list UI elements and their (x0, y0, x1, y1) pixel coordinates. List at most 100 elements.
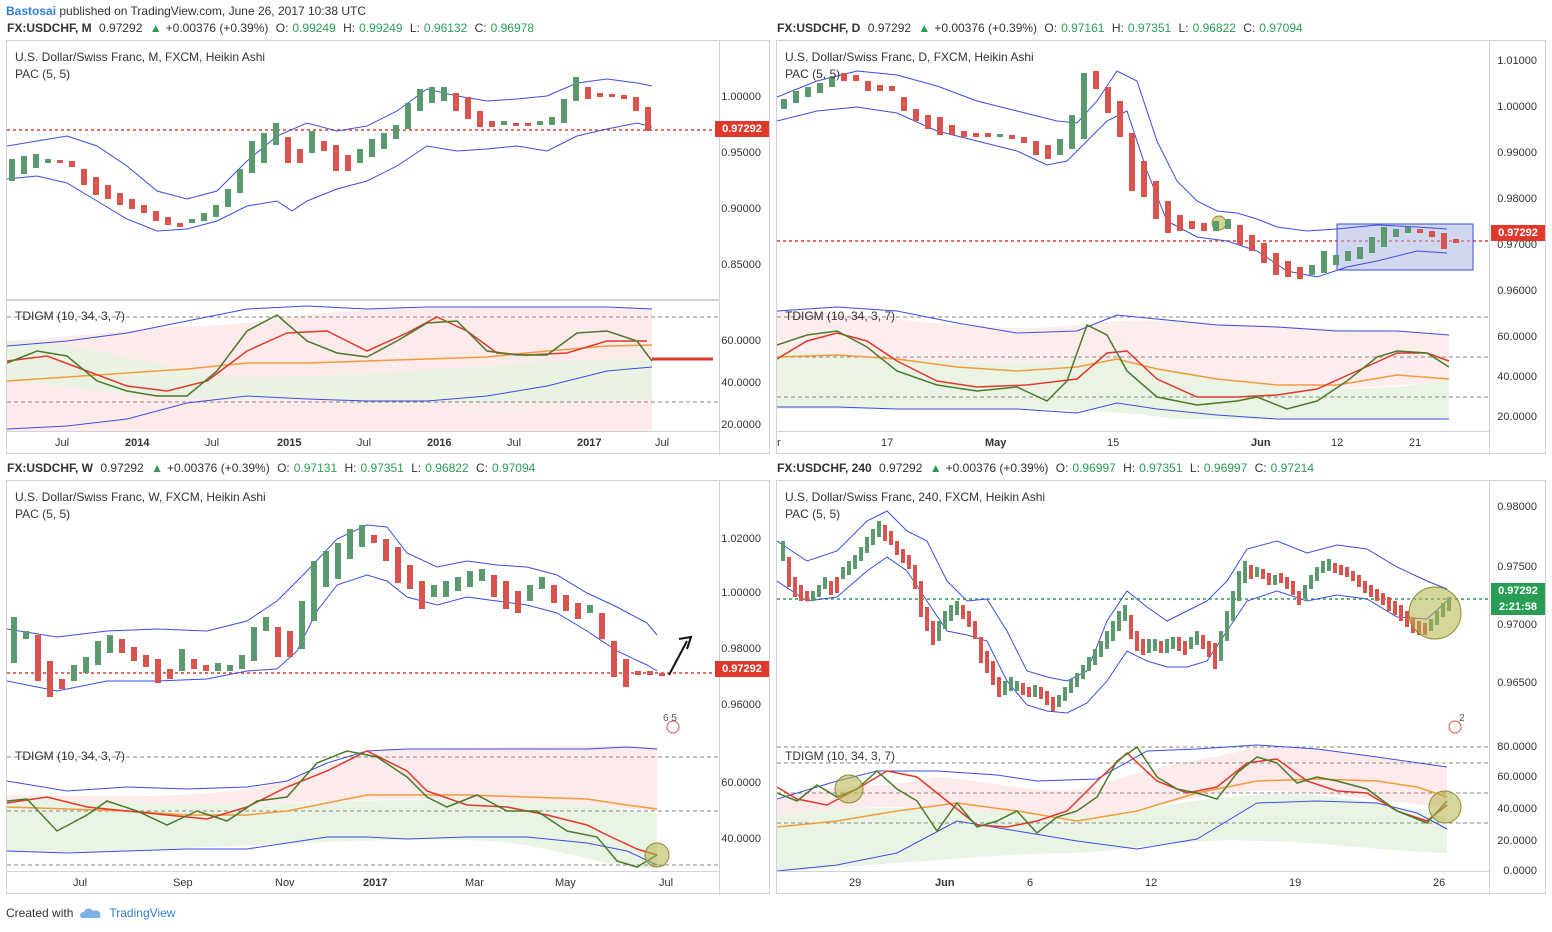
last-price-tag: 0.97292 (715, 121, 769, 137)
change-value: +0.00376 (+0.39%) (934, 21, 1038, 35)
chart-panel-240[interactable]: FX:USDCHF, 240 0.97292 ▲ +0.00376 (+0.39%… (776, 461, 1546, 895)
economic-events-count[interactable]: 2 (1459, 713, 1465, 724)
x-axis-label: Mar (465, 877, 484, 889)
price-axis[interactable]: 1.00000 0.95000 0.90000 0.85000 60.0000 … (721, 91, 761, 431)
created-with-label: Created with (6, 906, 74, 920)
last-price-tag: 0.97292 (715, 661, 769, 677)
low-value: 0.96822 (425, 461, 469, 475)
x-axis-label: Jul (205, 437, 220, 449)
x-axis-label: 2015 (277, 437, 302, 449)
x-axis-label: 17 (881, 437, 894, 449)
symbol-header: FX:USDCHF, M 0.97292 ▲ +0.00376 (+0.39%) … (7, 21, 535, 35)
author-link[interactable]: Bastosai (6, 4, 57, 18)
x-axis-label: Jul (357, 437, 372, 449)
chart-panel-daily[interactable]: FX:USDCHF, D 0.97292 ▲ +0.00376 (+0.39%) … (776, 21, 1546, 455)
x-axis-label: Jul (659, 877, 674, 889)
instrument-title: U.S. Dollar/Swiss Franc, D, FXCM, Heikin… (785, 50, 1034, 64)
last-price: 0.97292 (100, 461, 144, 475)
price-chart-svg[interactable] (7, 41, 719, 455)
x-axis-label: Jul (55, 437, 70, 449)
candles (9, 77, 651, 227)
x-axis-label: Jul (507, 437, 522, 449)
price-axis[interactable]: 0.98000 0.97500 0.97000 0.96500 80.0000 … (1497, 501, 1537, 877)
x-axis-label: 12 (1145, 877, 1158, 889)
price-pane-title: U.S. Dollar/Swiss Franc, W, FXCM, Heikin… (15, 489, 266, 523)
x-axis-label: 2017 (363, 877, 388, 889)
high-value: 0.97351 (1139, 461, 1183, 475)
x-axis-label: 15 (1107, 437, 1120, 449)
price-pane-title: U.S. Dollar/Swiss Franc, 240, FXCM, Heik… (785, 489, 1045, 523)
price-axis[interactable]: 1.02000 1.00000 0.98000 0.96000 60.0000 … (721, 533, 761, 845)
last-price-tag: 0.97292 (1491, 583, 1545, 599)
x-axis-label: Jun (935, 877, 955, 889)
x-axis-label: Jul (73, 877, 88, 889)
publish-header: Bastosai published on TradingView.com, J… (6, 4, 366, 20)
last-price: 0.97292 (867, 21, 912, 35)
x-axis-label: Sep (173, 877, 193, 889)
pac-label: PAC (5, 5) (785, 507, 841, 521)
change-value: +0.00376 (+0.39%) (165, 21, 269, 35)
close-value: 0.97094 (491, 461, 536, 475)
tdi-label: TDIGM (10, 34, 3, 7) (785, 309, 896, 323)
symbol-header: FX:USDCHF, D 0.97292 ▲ +0.00376 (+0.39%) … (777, 21, 1303, 35)
x-axis-label: 2014 (125, 437, 150, 449)
symbol-label: FX:USDCHF, M (7, 21, 92, 35)
last-price: 0.97292 (879, 461, 923, 475)
change-up-icon: ▲ (151, 461, 163, 475)
x-axis-label: 19 (1289, 877, 1302, 889)
high-value: 0.97351 (1127, 21, 1172, 35)
close-value: 0.97214 (1270, 461, 1315, 475)
open-value: 0.96997 (1072, 461, 1116, 475)
pac-label: PAC (5, 5) (15, 507, 71, 521)
economic-events-count[interactable]: 6 5 (663, 713, 677, 724)
footer: Created with TradingView (6, 906, 175, 920)
change-up-icon: ▲ (918, 21, 931, 35)
publish-info: published on TradingView.com, June 26, 2… (59, 4, 367, 18)
instrument-title: U.S. Dollar/Swiss Franc, 240, FXCM, Heik… (785, 490, 1046, 504)
price-chart-svg[interactable] (777, 41, 1489, 455)
tradingview-link[interactable]: TradingView (109, 906, 176, 920)
symbol-header: FX:USDCHF, 240 0.97292 ▲ +0.00376 (+0.39%… (777, 461, 1315, 475)
change-value: +0.00376 (+0.39%) (166, 461, 270, 475)
candles (781, 521, 1451, 711)
low-value: 0.96997 (1203, 461, 1248, 475)
last-price: 0.97292 (99, 21, 143, 35)
x-axis-label: 2017 (577, 437, 602, 449)
change-value: +0.00376 (+0.39%) (945, 461, 1049, 475)
change-up-icon: ▲ (929, 461, 942, 475)
symbol-label: FX:USDCHF, 240 (777, 461, 872, 475)
price-chart-svg[interactable] (7, 481, 719, 895)
open-value: 0.97131 (293, 461, 338, 475)
x-axis-label: Jul (655, 437, 670, 449)
last-price-tag: 0.97292 (1491, 225, 1545, 241)
instrument-title: U.S. Dollar/Swiss Franc, M, FXCM, Heikin… (15, 50, 266, 64)
chart-panel-weekly[interactable]: FX:USDCHF, W 0.97292 ▲ +0.00376 (+0.39%) … (6, 461, 770, 895)
chart-panel-monthly[interactable]: FX:USDCHF, M 0.97292 ▲ +0.00376 (+0.39%) … (6, 21, 770, 455)
x-axis-label: Nov (275, 877, 295, 889)
price-pane-title: U.S. Dollar/Swiss Franc, D, FXCM, Heikin… (785, 49, 1034, 83)
up-arrow (668, 640, 688, 676)
close-value: 0.97094 (1259, 21, 1303, 35)
pac-label: PAC (5, 5) (15, 67, 71, 81)
low-value: 0.96822 (1192, 21, 1236, 35)
high-value: 0.97351 (360, 461, 404, 475)
symbol-label: FX:USDCHF, W (7, 461, 93, 475)
x-axis-label: 2016 (427, 437, 452, 449)
low-value: 0.96132 (423, 21, 468, 35)
open-value: 0.99249 (292, 21, 336, 35)
bar-countdown: 2:21:58 (1491, 599, 1545, 615)
symbol-label: FX:USDCHF, D (777, 21, 861, 35)
pac-label: PAC (5, 5) (785, 67, 841, 81)
x-axis-label: 21 (1409, 437, 1422, 449)
x-axis-label: r (777, 437, 781, 449)
tdi-label: TDIGM (10, 34, 3, 7) (15, 749, 126, 763)
x-axis-label: May (985, 437, 1007, 449)
x-axis-label: May (555, 877, 576, 889)
symbol-header: FX:USDCHF, W 0.97292 ▲ +0.00376 (+0.39%) … (7, 461, 536, 475)
x-axis-label: 26 (1433, 877, 1446, 889)
price-chart-svg[interactable] (777, 481, 1489, 895)
tradingview-cloud-icon (80, 908, 102, 918)
x-axis-label: Jun (1251, 437, 1271, 449)
x-axis-label: 29 (849, 877, 862, 889)
price-axis[interactable]: 1.01000 1.00000 0.99000 0.98000 0.97000 … (1497, 55, 1537, 423)
